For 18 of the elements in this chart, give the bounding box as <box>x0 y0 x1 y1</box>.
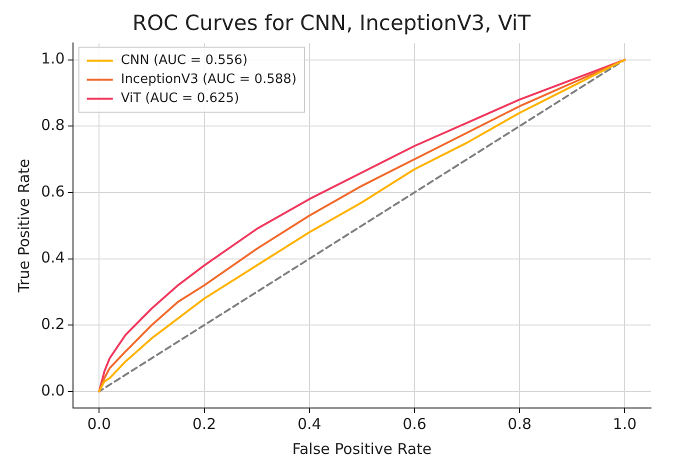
legend-label: InceptionV3 (AUC = 0.588) <box>120 72 297 88</box>
x-tick-label: 1.0 <box>612 414 637 433</box>
x-tick-label: 0.2 <box>192 414 216 433</box>
y-tick-label: 0.0 <box>40 381 65 400</box>
x-axis-title: False Positive Rate <box>292 440 432 458</box>
chart-title: ROC Curves for CNN, InceptionV3, ViT <box>132 11 531 36</box>
x-tick-label: 0.0 <box>87 414 112 433</box>
x-tick-label: 0.4 <box>297 414 322 433</box>
y-tick-label: 0.2 <box>40 314 65 333</box>
x-tick-label: 0.6 <box>402 414 426 433</box>
y-axis-title: True Positive Rate <box>14 158 33 294</box>
y-tick-label: 0.8 <box>40 116 65 134</box>
y-tick-label: 1.0 <box>40 50 65 68</box>
legend-label: CNN (AUC = 0.556) <box>120 53 248 68</box>
x-tick-label: 0.8 <box>508 414 532 433</box>
y-tick-label: 0.4 <box>40 248 65 267</box>
legend-label: ViT (AUC = 0.625) <box>120 91 240 106</box>
y-tick-label: 0.6 <box>40 182 65 200</box>
